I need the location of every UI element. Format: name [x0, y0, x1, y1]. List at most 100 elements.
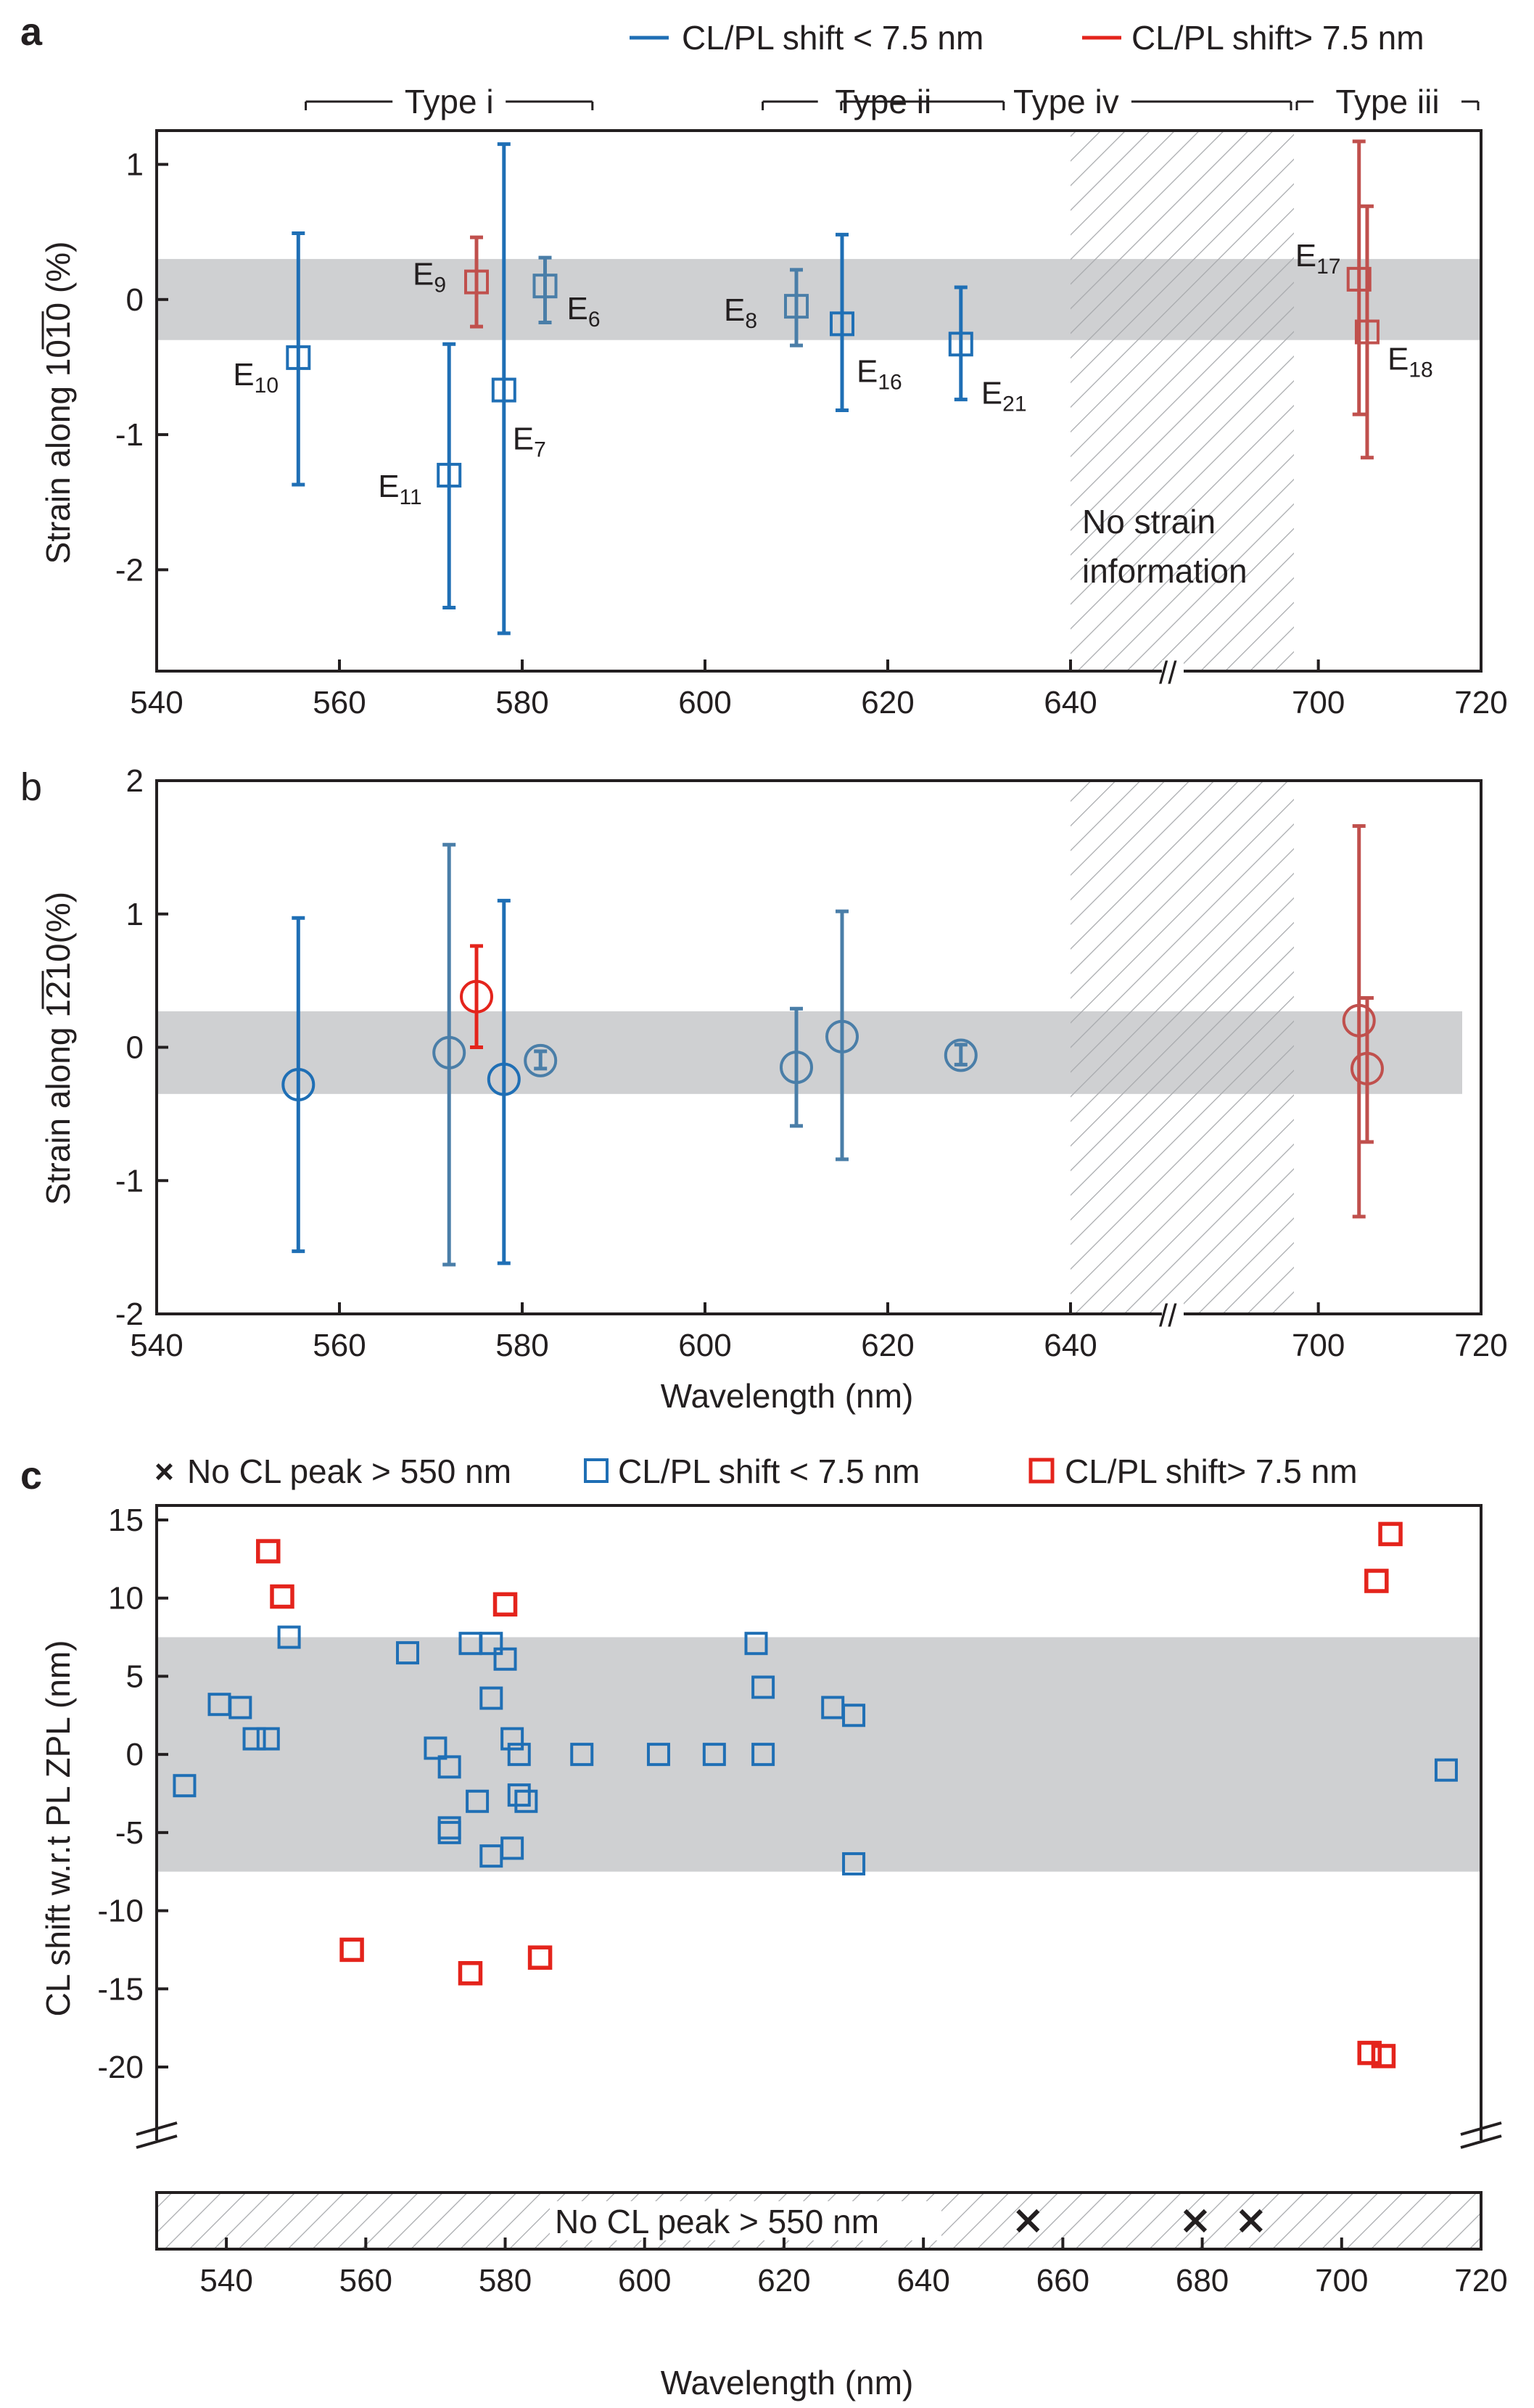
panel-c-blue-point-25 — [702, 1743, 726, 1767]
panel-c-frame — [155, 1504, 1483, 2251]
panel-a-point-E16-label-sub: 16 — [878, 370, 902, 394]
panel-c-break-left-1 — [136, 2121, 178, 2136]
panel-a-point-E17-label-sub: 17 — [1316, 255, 1340, 279]
panel-c: c No CL peak > 550 nm 540 560 580 600 620 640… — [20, 1452, 1508, 2401]
panel-a-point-E17-marker — [1346, 266, 1372, 292]
panel-b-tick-label-700: 700 — [1292, 1328, 1345, 1363]
panel-a-hatch-label-1: No strain — [1082, 503, 1216, 541]
panel-b-point-7-marker — [825, 1019, 859, 1053]
panel-c-legend-red: CL/PL shift> 7.5 nm — [1065, 1452, 1358, 1490]
panel-a-legend-red: CL/PL shift> 7.5 nm — [1131, 19, 1424, 57]
panel-c-blue-point-6 — [277, 1625, 301, 1649]
panel-a-ytick-label-0: 0 — [126, 282, 144, 318]
panel-a-point-E7-label: E7 — [513, 422, 546, 462]
panel-b-ytick-label--1: -1 — [115, 1163, 144, 1199]
panel-a-point-E21-marker — [948, 332, 973, 357]
panel-a-bracket-1-label: Type i — [405, 83, 494, 120]
panel-c-break-left-2 — [136, 2134, 178, 2149]
panel-b-tick-label-540: 540 — [130, 1328, 183, 1363]
panel-c-no-peak-x-2-b — [1183, 2208, 1208, 2233]
panel-c-legend-no-peak: No CL peak > 550 nm — [187, 1452, 511, 1490]
panel-a-tick-label-700: 700 — [1292, 685, 1345, 720]
panel-c-blue-point-9 — [437, 1755, 461, 1779]
panel-c-ytick-label--20: -20 — [97, 2050, 144, 2085]
panel-c-red-point-7 — [1357, 2040, 1382, 2066]
panel-c-red-point-2 — [270, 1584, 294, 1609]
panel-c-red-point-1 — [256, 1539, 281, 1563]
panel-a-x-ticks: 540 560 580 600 620 640 700 720 — [130, 659, 1508, 720]
panel-c-tick-label-720: 720 — [1454, 2263, 1507, 2298]
panel-b-letter: b — [20, 765, 42, 809]
panel-c-blue-point-11 — [437, 1820, 461, 1844]
panel-b-y-label: Strain along 1̅2̅10(%) — [39, 892, 77, 1205]
panel-c-red-point-9 — [1371, 2044, 1396, 2068]
panel-c-y-label: CL shift w.r.t PL ZPL (nm) — [39, 1640, 77, 2017]
panel-a-ytick-label--1: -1 — [115, 417, 144, 453]
panel-c-blue-point-26 — [744, 1632, 768, 1656]
panel-c-tick-label-700: 700 — [1315, 2263, 1368, 2298]
panel-c-blue-point-17 — [493, 1647, 517, 1671]
panel-c-blue-point-28 — [751, 1743, 775, 1767]
panel-c-red-point-4 — [458, 1960, 483, 1986]
panel-c-blue-point-14 — [479, 1632, 503, 1656]
panel-c-red-point-10 — [1378, 1521, 1403, 1547]
panel-b-point-9-marker — [1342, 1003, 1376, 1037]
panel-a-y-ticks: 1 0 -1 -2 — [115, 147, 168, 588]
panel-c-ytick-label--5: -5 — [115, 1815, 144, 1851]
panel-b-tick-label-600: 600 — [678, 1328, 731, 1363]
panel-b-axis-break-gap — [1162, 1303, 1184, 1325]
panel-c-break-right-1 — [1460, 2121, 1502, 2136]
panel-b-point-4-marker — [487, 1062, 521, 1096]
panel-b-point-1-marker — [281, 1067, 316, 1101]
panel-b-hatch-region — [1071, 781, 1294, 1314]
panel-c-ytick-label-15: 15 — [108, 1503, 144, 1538]
panel-c-ytick-label-5: 5 — [126, 1659, 144, 1694]
panel-c-blue-point-1 — [173, 1774, 197, 1798]
panel-a-tick-label-720: 720 — [1454, 685, 1507, 720]
panel-a-point-E18-label: E18 — [1387, 342, 1433, 382]
panel-c-blue-point-31 — [842, 1852, 866, 1875]
panel-a-point-E9-label-sub: 9 — [434, 274, 446, 297]
panel-b-point-8-marker — [944, 1038, 978, 1072]
panel-a-axis-break-gap — [1162, 660, 1184, 682]
panel-c-x-ticks: 540 560 580 600 620 640 660 680 700 720 — [199, 2238, 1508, 2298]
panel-c-no-peak-x-3-b — [1239, 2208, 1263, 2233]
panel-a-point-E11-marker — [437, 462, 462, 488]
panel-c-legend-red-swatch — [1028, 1458, 1055, 1484]
panel-a-legend-blue: CL/PL shift < 7.5 nm — [682, 19, 984, 57]
panel-a-point-E16-label: E16 — [857, 353, 902, 394]
panel-a-point-E6-label-sub: 6 — [588, 308, 601, 332]
panel-c-no-peak-x-1-b — [1016, 2208, 1040, 2233]
panel-c-blue-point-21 — [507, 1783, 531, 1807]
panel-b-tick-label-620: 620 — [861, 1328, 914, 1363]
panel-c-tick-label-660: 660 — [1036, 2263, 1089, 2298]
panel-a-point-E6-marker — [532, 274, 558, 299]
panel-a-tick-label-600: 600 — [678, 685, 731, 720]
panel-c-blue-point-30 — [842, 1704, 866, 1727]
panel-c-blue-point-20 — [507, 1743, 531, 1767]
panel-b-tick-label-580: 580 — [495, 1328, 548, 1363]
panel-a-point-E21-label-sub: 21 — [1002, 392, 1026, 416]
panel-c-blue-point-4 — [242, 1727, 266, 1751]
panel-c-blue-point-24 — [646, 1743, 670, 1767]
panel-c-tick-label-560: 560 — [339, 2263, 392, 2298]
panel-a-point-E7-label-sub: 7 — [534, 438, 546, 462]
panel-a-axis-break: // — [1159, 655, 1177, 691]
panel-a-tick-label-580: 580 — [495, 685, 548, 720]
panel-b-ytick-label-0: 0 — [126, 1030, 144, 1066]
panel-c-blue-point-22 — [514, 1789, 538, 1813]
panel-c-red-point-6 — [527, 1945, 553, 1970]
panel-c-legend-blue: CL/PL shift < 7.5 nm — [618, 1452, 920, 1490]
panel-c-marks — [173, 1521, 1458, 2233]
panel-c-tick-label-620: 620 — [757, 2263, 810, 2298]
panel-a-point-E11-label: E11 — [378, 469, 422, 509]
panel-b-ytick-label--2: -2 — [115, 1297, 144, 1332]
panel-c-blue-point-32 — [1434, 1758, 1458, 1782]
panel-b-tick-label-560: 560 — [313, 1328, 366, 1363]
panel-c-x-label: Wavelength (nm) — [661, 2364, 914, 2401]
panel-c-legend-blue-swatch — [584, 1458, 609, 1483]
panel-c-blue-point-3 — [228, 1696, 252, 1719]
panel-a-tick-label-640: 640 — [1044, 685, 1097, 720]
panel-c-red-point-8 — [1364, 1569, 1389, 1593]
panel-a-point-E9-marker — [464, 269, 489, 295]
